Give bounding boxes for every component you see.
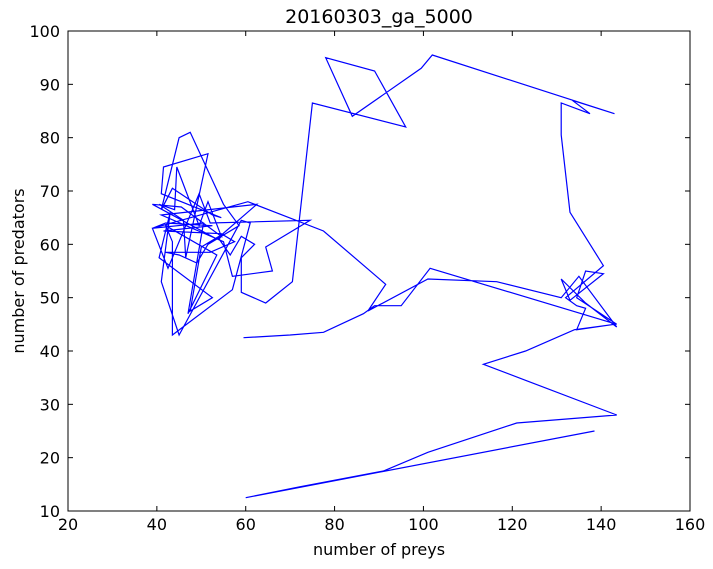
series-layer bbox=[151, 54, 618, 499]
x-tick-label: 160 bbox=[675, 515, 706, 534]
x-tick-label: 80 bbox=[324, 515, 344, 534]
x-tick-label: 40 bbox=[147, 515, 167, 534]
y-tick-label: 80 bbox=[40, 129, 60, 148]
y-axis-title: number of predators bbox=[9, 188, 28, 353]
y-tick-label: 100 bbox=[29, 22, 60, 41]
x-axis-ticks: 20 40 60 80 100 120 140 160 bbox=[58, 31, 705, 534]
y-axis-ticks: 10 20 30 40 50 60 70 80 90 100 bbox=[29, 22, 690, 521]
y-tick-label: 20 bbox=[40, 449, 60, 468]
x-tick-label: 60 bbox=[236, 515, 256, 534]
x-tick-label: 120 bbox=[497, 515, 528, 534]
plot-area-frame bbox=[67, 30, 691, 512]
y-tick-label: 60 bbox=[40, 235, 60, 254]
y-tick-label: 70 bbox=[40, 182, 60, 201]
y-tick-label: 50 bbox=[40, 289, 60, 308]
x-axis-title: number of preys bbox=[313, 540, 445, 559]
y-tick-label: 40 bbox=[40, 342, 60, 361]
series-line bbox=[151, 54, 618, 499]
y-tick-label: 30 bbox=[40, 395, 60, 414]
x-tick-label: 140 bbox=[586, 515, 617, 534]
y-tick-label: 10 bbox=[40, 502, 60, 521]
y-tick-label: 90 bbox=[40, 75, 60, 94]
chart-title: 20160303_ga_5000 bbox=[285, 6, 473, 28]
x-tick-label: 20 bbox=[58, 515, 78, 534]
x-tick-label: 100 bbox=[408, 515, 439, 534]
